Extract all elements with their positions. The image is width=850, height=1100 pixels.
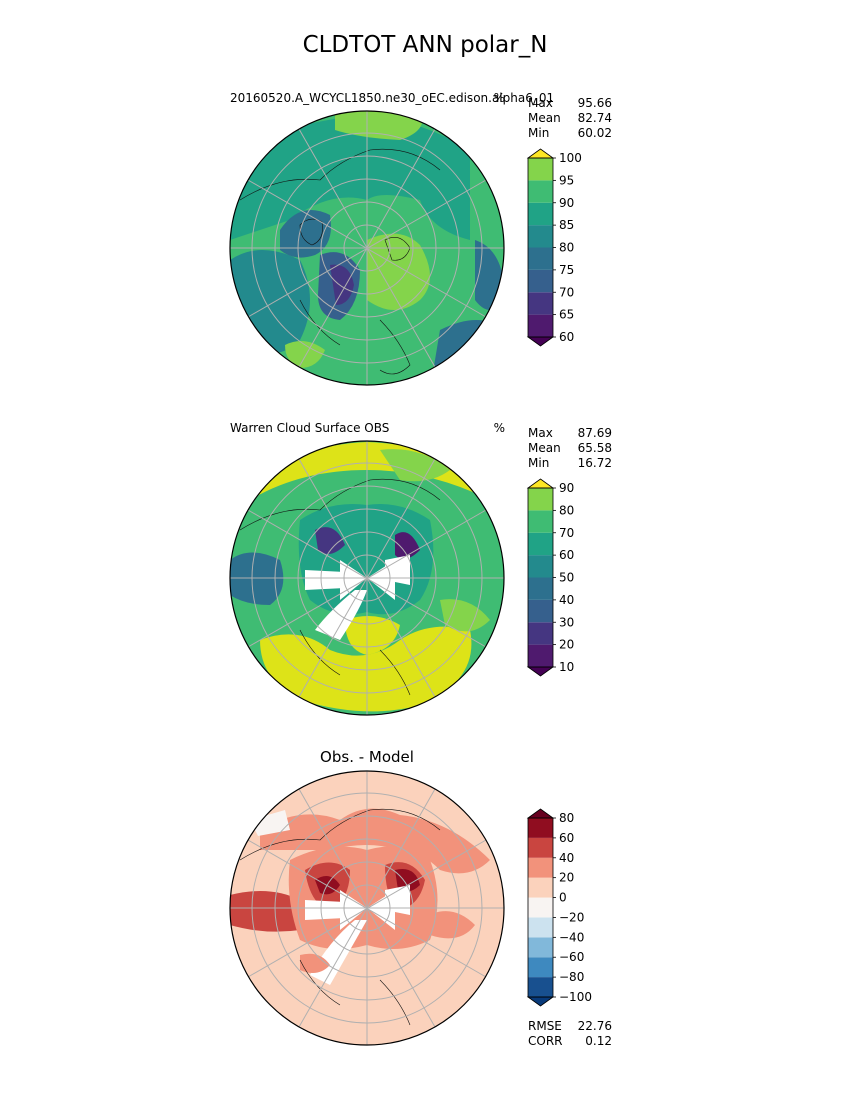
- colorbar-segment: [528, 314, 553, 337]
- colorbar-segment: [528, 977, 553, 997]
- colorbar-segment: [528, 917, 553, 938]
- colorbar-segment: [528, 488, 553, 511]
- colorbar-segment: [528, 225, 553, 248]
- panel-diff-map: [230, 771, 504, 1045]
- colorbar-tick-label: 40: [559, 593, 574, 607]
- stat-value: 82.74: [578, 111, 612, 125]
- colorbar-segment: [528, 837, 553, 858]
- stat-label: Min: [528, 126, 549, 140]
- panel-model: 20160520.A_WCYCL1850.ne30_oEC.edison.alp…: [229, 91, 612, 386]
- colorbar-tick-label: 30: [559, 615, 574, 629]
- colorbar-tick-label: 60: [559, 831, 574, 845]
- colorbar-tick-label: 70: [559, 526, 574, 540]
- stat-value: 16.72: [578, 456, 612, 470]
- stat-value: 60.02: [578, 126, 612, 140]
- colorbar-segment: [528, 158, 553, 181]
- colorbar-extend-min: [526, 336, 555, 347]
- figure-title: CLDTOT ANN polar_N: [303, 32, 548, 58]
- colorbar-segment: [528, 292, 553, 315]
- colorbar-tick-label: 60: [559, 330, 574, 344]
- panel-diff-stats: RMSE 22.76 CORR 0.12: [528, 1019, 612, 1048]
- colorbar-outline: [527, 817, 554, 998]
- colorbar-tick-label: 100: [559, 151, 582, 165]
- colorbar-tick-label: 10: [559, 660, 574, 674]
- colorbar-tick-label: 90: [559, 196, 574, 210]
- colorbar-segment: [528, 532, 553, 556]
- colorbar-tick-label: 90: [559, 481, 574, 495]
- panel-obs-colorbar: 10 20 30 40 50 60 70 80 90: [526, 478, 574, 677]
- colorbar-segment: [528, 957, 553, 978]
- colorbar-tick-label: 80: [559, 241, 574, 255]
- colorbar-segment: [528, 937, 553, 958]
- panel-obs: Warren Cloud Surface OBS %: [229, 421, 612, 716]
- colorbar-tick-label: 50: [559, 571, 574, 585]
- colorbar-tick-label: −20: [559, 910, 584, 924]
- panel-model-colorbar: 60 65 70 75 80 85 90 95 100: [526, 148, 582, 347]
- colorbar-tick-label: 75: [559, 263, 574, 277]
- colorbar-segment: [528, 577, 553, 600]
- colorbar-segment: [528, 202, 553, 226]
- colorbar-tick-label: 0: [559, 891, 567, 905]
- colorbar-segment: [528, 180, 553, 203]
- colorbar-tick-label: −60: [559, 950, 584, 964]
- colorbar-tick-label: 20: [559, 638, 574, 652]
- colorbar-segment: [528, 897, 553, 918]
- panel-obs-map: [230, 441, 504, 715]
- colorbar-extend-max: [526, 478, 555, 489]
- panel-model-left-label: 20160520.A_WCYCL1850.ne30_oEC.edison.alp…: [230, 91, 554, 105]
- stat-label: Min: [528, 456, 549, 470]
- colorbar-segment: [528, 622, 553, 645]
- stat-label: Mean: [528, 441, 561, 455]
- colorbar-tick-label: 95: [559, 173, 574, 187]
- colorbar-segment: [528, 247, 553, 270]
- colorbar-segment: [528, 269, 553, 293]
- colorbar-tick-label: 85: [559, 218, 574, 232]
- stat-label: Max: [528, 96, 553, 110]
- colorbar-segment: [528, 555, 553, 578]
- colorbar-tick-label: 65: [559, 308, 574, 322]
- panel-model-stats: Max 95.66 Mean 82.74 Min 60.02: [528, 96, 612, 140]
- stat-value: 0.12: [585, 1034, 612, 1048]
- panel-diff-colorbar: −100 −80 −60 −40 −20 0 20 40 60 80: [526, 808, 592, 1007]
- colorbar-tick-label: 40: [559, 851, 574, 865]
- colorbar-tick-label: −40: [559, 930, 584, 944]
- stat-label: CORR: [528, 1034, 563, 1048]
- colorbar-extend-max: [526, 148, 555, 159]
- colorbar-tick-label: −80: [559, 970, 584, 984]
- panel-diff-title: Obs. - Model: [320, 748, 414, 766]
- panel-diff: Obs. - Model: [229, 748, 612, 1048]
- panel-model-units: %: [494, 91, 505, 105]
- stat-label: Mean: [528, 111, 561, 125]
- colorbar-tick-label: 80: [559, 811, 574, 825]
- colorbar-tick-label: −100: [559, 990, 592, 1004]
- colorbar-tick-label: 70: [559, 285, 574, 299]
- colorbar-segment: [528, 599, 553, 623]
- stat-value: 95.66: [578, 96, 612, 110]
- colorbar-extend-min: [526, 996, 555, 1007]
- colorbar-segment: [528, 857, 553, 878]
- colorbar-tick-label: 80: [559, 503, 574, 517]
- colorbar-segment: [528, 877, 553, 898]
- panel-obs-units: %: [494, 421, 505, 435]
- stat-value: 22.76: [578, 1019, 612, 1033]
- stat-value: 87.69: [578, 426, 612, 440]
- colorbar-extend-min: [526, 666, 555, 677]
- panel-obs-left-label: Warren Cloud Surface OBS: [230, 421, 389, 435]
- stat-value: 65.58: [578, 441, 612, 455]
- colorbar-segment: [528, 510, 553, 533]
- panel-model-map: [230, 111, 504, 385]
- panel-obs-stats: Max 87.69 Mean 65.58 Min 16.72: [528, 426, 612, 470]
- colorbar-segment: [528, 644, 553, 667]
- colorbar-tick-label: 20: [559, 871, 574, 885]
- colorbar-tick-label: 60: [559, 548, 574, 562]
- stat-label: RMSE: [528, 1019, 562, 1033]
- stat-label: Max: [528, 426, 553, 440]
- colorbar-extend-max: [526, 808, 555, 819]
- colorbar-segment: [528, 818, 553, 838]
